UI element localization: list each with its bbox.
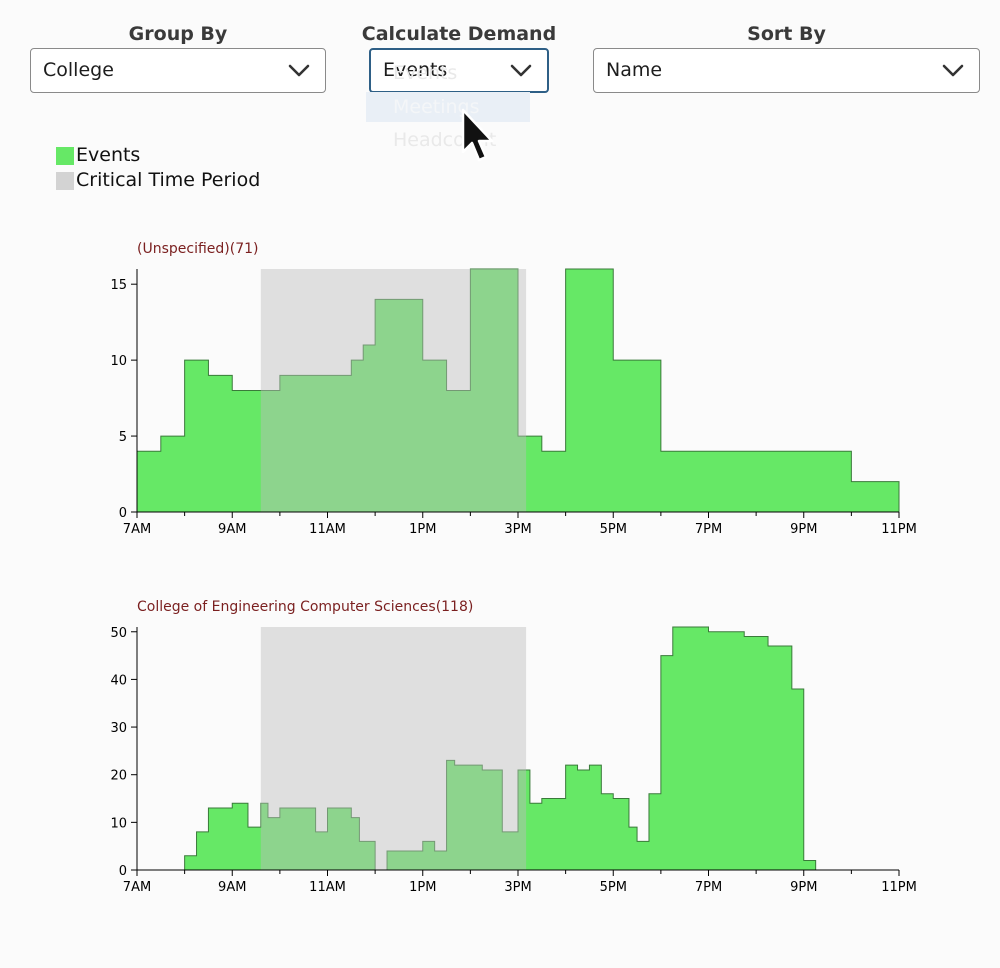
demand-by-value: Events <box>383 59 448 81</box>
sort-by-label: Sort By <box>747 23 826 45</box>
x-tick-label: 3PM <box>504 522 531 537</box>
x-tick-label: 11AM <box>309 880 346 895</box>
x-tick-label: 11PM <box>881 522 917 537</box>
x-tick-label: 9PM <box>790 880 817 895</box>
y-tick-label: 0 <box>119 506 127 521</box>
chart-title: (Unspecified)(71) <box>137 241 258 257</box>
sort-by-value: Name <box>606 59 663 81</box>
y-tick-label: 30 <box>110 721 127 736</box>
group-by-select[interactable]: College <box>30 48 326 93</box>
y-tick-label: 15 <box>110 278 127 293</box>
x-tick-label: 7PM <box>695 880 722 895</box>
series-area-events <box>137 626 899 871</box>
legend-label-events: Events <box>76 144 141 166</box>
x-tick-label: 7PM <box>695 522 722 537</box>
chart-legend: Events Critical Time Period <box>56 143 260 193</box>
demand-by-select[interactable]: Events <box>369 48 549 93</box>
x-tick-label: 3PM <box>504 880 531 895</box>
chevron-down-icon <box>288 64 310 76</box>
x-tick-label: 1PM <box>409 522 436 537</box>
y-tick-label: 0 <box>119 864 127 879</box>
legend-swatch-events <box>56 147 74 165</box>
critical-time-period <box>260 269 527 512</box>
series-area-events <box>136 268 900 513</box>
x-tick-label: 9PM <box>790 522 817 537</box>
y-tick-label: 40 <box>110 673 127 688</box>
legend-label-critical: Critical Time Period <box>76 169 261 191</box>
x-tick-label: 1PM <box>409 880 436 895</box>
sort-by-select[interactable]: Name <box>593 48 980 93</box>
y-tick-label: 50 <box>110 626 127 641</box>
legend-item-critical: Critical Time Period <box>56 168 260 193</box>
y-tick-label: 20 <box>110 769 127 784</box>
sort-by-control: Sort By Name <box>593 22 980 93</box>
legend-item-events: Events <box>56 143 260 168</box>
group-by-control: Group By College <box>30 22 326 93</box>
x-tick-label: 11AM <box>309 522 346 537</box>
x-tick-label: 11PM <box>881 880 917 895</box>
critical-time-period <box>260 627 527 870</box>
option-meetings[interactable]: Meetings <box>366 92 530 122</box>
option-events[interactable]: Events <box>393 62 458 84</box>
x-tick-label: 7AM <box>123 522 151 537</box>
y-tick-label: 5 <box>119 430 127 445</box>
x-tick-label: 9AM <box>218 880 246 895</box>
legend-swatch-critical <box>56 172 74 190</box>
group-by-label: Group By <box>128 23 228 45</box>
x-tick-label: 7AM <box>123 880 151 895</box>
x-tick-label: 5PM <box>600 522 627 537</box>
y-tick-label: 10 <box>110 816 127 831</box>
x-tick-label: 5PM <box>600 880 627 895</box>
y-tick-label: 10 <box>110 354 127 369</box>
mouse-cursor-icon <box>461 108 494 162</box>
x-tick-label: 9AM <box>218 522 246 537</box>
chevron-down-icon <box>510 64 532 76</box>
demand-by-control: Calculate Demand By Events <box>362 22 556 93</box>
group-by-value: College <box>43 59 114 81</box>
chevron-down-icon <box>942 64 964 76</box>
chart-title: College of Engineering Computer Sciences… <box>137 599 473 615</box>
